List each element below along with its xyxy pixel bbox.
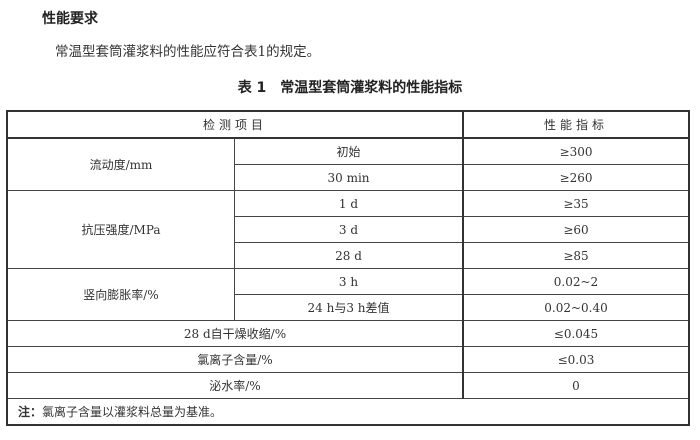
sub-cell: 初始 <box>234 137 464 165</box>
item-cell: 抗压强度/MPa <box>6 190 235 269</box>
table-row: 30 min ≥260 <box>7 164 690 191</box>
table-row: 氯离子含量/% ≤0.03 <box>6 346 690 373</box>
note-label: 注： <box>18 405 43 419</box>
table-row: 28 d ≥85 <box>7 242 690 269</box>
table-header-row: 检测项目 性能指标 <box>6 110 690 139</box>
item-cell: 流动度/mm <box>6 137 235 191</box>
table-row: 泌水率/% 0 <box>6 372 690 399</box>
note-text: 氯离子含量以灌浆料总量为基准。 <box>42 405 223 419</box>
item-cell: 竖向膨胀率/% <box>6 268 235 321</box>
sub-cell: 28 d <box>234 242 464 269</box>
table-row: 流动度/mm 初始 ≥300 <box>6 137 690 191</box>
section-heading: 性能要求 <box>42 11 98 27</box>
performance-table: 检测项目 性能指标 流动度/mm 初始 ≥300 30 min ≥260 抗压强… <box>6 110 690 426</box>
paragraph: 常温型套筒灌浆料的性能应符合表1的规定。 <box>55 44 321 60</box>
table-row: 28 d自干燥收缩/% ≤0.045 <box>6 320 690 347</box>
note-cell: 注：氯离子含量以灌浆料总量为基准。 <box>6 398 690 426</box>
sub-cell: 24 h与3 h差值 <box>234 294 464 321</box>
value-cell: ≥60 <box>462 216 690 243</box>
value-cell: ≥85 <box>462 242 690 269</box>
value-cell: 0 <box>462 372 690 399</box>
value-cell: 0.02~2 <box>462 268 690 295</box>
header-item: 检测项目 <box>6 110 464 139</box>
value-cell: ≥260 <box>462 164 690 191</box>
value-cell: 0.02~0.40 <box>462 294 690 321</box>
item-cell: 泌水率/% <box>6 372 464 399</box>
table-row: 24 h与3 h差值 0.02~0.40 <box>7 294 690 321</box>
note-row: 注：氯离子含量以灌浆料总量为基准。 <box>6 398 690 426</box>
value-cell: ≥300 <box>462 137 690 165</box>
sub-cell: 3 h <box>234 268 464 295</box>
item-cell: 氯离子含量/% <box>6 346 464 373</box>
table-row: 抗压强度/MPa 1 d ≥35 <box>6 190 690 269</box>
item-cell: 28 d自干燥收缩/% <box>6 320 464 347</box>
value-cell: ≥35 <box>462 190 690 217</box>
value-cell: ≤0.03 <box>462 346 690 373</box>
header-value: 性能指标 <box>462 110 690 139</box>
table-row: 竖向膨胀率/% 3 h 0.02~2 <box>6 268 690 321</box>
sub-cell: 30 min <box>234 164 464 191</box>
sub-cell: 3 d <box>234 216 464 243</box>
sub-cell: 1 d <box>234 190 464 217</box>
value-cell: ≤0.045 <box>462 320 690 347</box>
table-caption: 表 1 常温型套筒灌浆料的性能指标 <box>237 80 463 96</box>
